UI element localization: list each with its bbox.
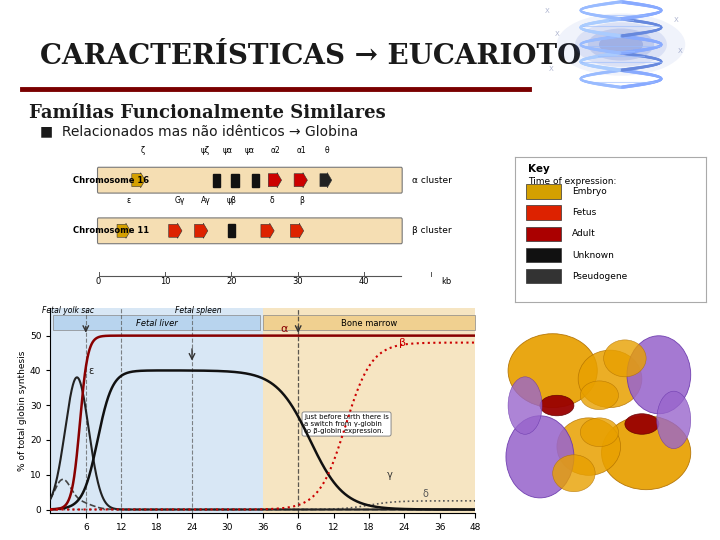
Ellipse shape [553, 455, 595, 492]
Bar [228, 224, 235, 237]
Text: X: X [678, 49, 682, 55]
Ellipse shape [603, 340, 646, 377]
Text: Bone marrow: Bone marrow [341, 319, 397, 328]
Bar [526, 227, 561, 241]
Text: 20: 20 [226, 277, 237, 286]
FancyBboxPatch shape [97, 167, 402, 193]
Text: α: α [281, 324, 288, 334]
Bar [231, 174, 239, 187]
Text: ψα: ψα [245, 146, 255, 155]
Text: X: X [549, 66, 554, 72]
Ellipse shape [540, 395, 574, 416]
Text: Fetal spleen: Fetal spleen [174, 306, 221, 315]
Ellipse shape [601, 416, 690, 490]
FancyBboxPatch shape [97, 218, 402, 244]
Text: Embryo: Embryo [572, 187, 607, 196]
FancyArrow shape [320, 173, 332, 187]
Text: ε: ε [89, 366, 94, 376]
FancyArrow shape [261, 224, 274, 238]
Text: 40: 40 [359, 277, 369, 286]
Text: ψζ: ψζ [201, 146, 210, 155]
Text: 30: 30 [292, 277, 303, 286]
Ellipse shape [627, 336, 690, 414]
Text: β: β [299, 195, 304, 205]
Text: CARACTERÍSTICAS → EUCARIOTO: CARACTERÍSTICAS → EUCARIOTO [40, 43, 581, 70]
Bar [526, 248, 561, 262]
Text: α cluster: α cluster [412, 176, 452, 185]
Ellipse shape [657, 391, 690, 449]
Text: Key: Key [528, 164, 550, 174]
Text: ε: ε [126, 195, 130, 205]
Text: ψα: ψα [222, 146, 233, 155]
Ellipse shape [508, 334, 598, 408]
Text: ψβ: ψβ [227, 195, 236, 205]
Text: Just before birth there is
a switch from γ-globin
to β-globin expression.: Just before birth there is a switch from… [298, 412, 389, 434]
Text: δ: δ [422, 489, 428, 500]
Text: Unknown: Unknown [572, 251, 614, 260]
Bar [53, 315, 260, 330]
Text: β cluster: β cluster [412, 226, 451, 235]
Text: Fetus: Fetus [572, 208, 596, 217]
Text: Aγ: Aγ [201, 195, 210, 205]
Text: ζ: ζ [141, 146, 145, 155]
Ellipse shape [578, 350, 642, 408]
FancyArrow shape [168, 224, 182, 238]
Text: γ: γ [387, 470, 392, 480]
Text: Adult: Adult [572, 230, 595, 238]
Bar [263, 315, 475, 330]
Text: α2: α2 [271, 146, 281, 155]
Bar [252, 174, 259, 187]
Circle shape [557, 14, 685, 76]
Bar [526, 269, 561, 284]
Text: 0: 0 [96, 277, 102, 286]
Bar [50, 308, 263, 513]
FancyArrow shape [294, 173, 307, 187]
Ellipse shape [557, 418, 621, 475]
Text: ■  Relacionados mas não idênticos → Globina: ■ Relacionados mas não idênticos → Globi… [40, 125, 358, 139]
Text: Chromosome 16: Chromosome 16 [73, 176, 149, 185]
Text: Fetal liver: Fetal liver [136, 319, 177, 328]
FancyArrow shape [194, 224, 208, 238]
Ellipse shape [625, 414, 659, 434]
Y-axis label: % of total globin synthesis: % of total globin synthesis [18, 350, 27, 470]
Text: X: X [674, 17, 678, 23]
Text: kb: kb [441, 277, 452, 286]
Bar [213, 174, 220, 187]
Text: Pseudogene: Pseudogene [572, 272, 627, 281]
Text: θ: θ [325, 146, 330, 155]
Text: Chromosome 11: Chromosome 11 [73, 226, 149, 235]
Ellipse shape [506, 416, 574, 498]
Text: X: X [554, 31, 559, 37]
Text: β: β [398, 338, 405, 348]
Text: Fetal yolk sac: Fetal yolk sac [42, 306, 94, 315]
Text: δ: δ [270, 195, 274, 205]
FancyArrow shape [269, 173, 282, 187]
Ellipse shape [580, 381, 618, 410]
Text: Gγ: Gγ [174, 195, 185, 205]
Bar [263, 308, 475, 513]
Text: Famílias Funcionalmente Similares: Famílias Funcionalmente Similares [29, 104, 385, 123]
Ellipse shape [508, 377, 542, 434]
Text: 10: 10 [160, 277, 170, 286]
Bar [526, 205, 561, 220]
Circle shape [599, 34, 643, 55]
Text: α1: α1 [297, 146, 307, 155]
Text: Time of expression:: Time of expression: [528, 177, 616, 186]
Text: X: X [545, 8, 550, 15]
Circle shape [575, 22, 667, 67]
FancyArrow shape [132, 173, 145, 187]
FancyArrow shape [290, 224, 304, 238]
Circle shape [588, 29, 654, 60]
Ellipse shape [580, 418, 618, 447]
FancyArrow shape [117, 224, 130, 238]
Bar [526, 184, 561, 199]
